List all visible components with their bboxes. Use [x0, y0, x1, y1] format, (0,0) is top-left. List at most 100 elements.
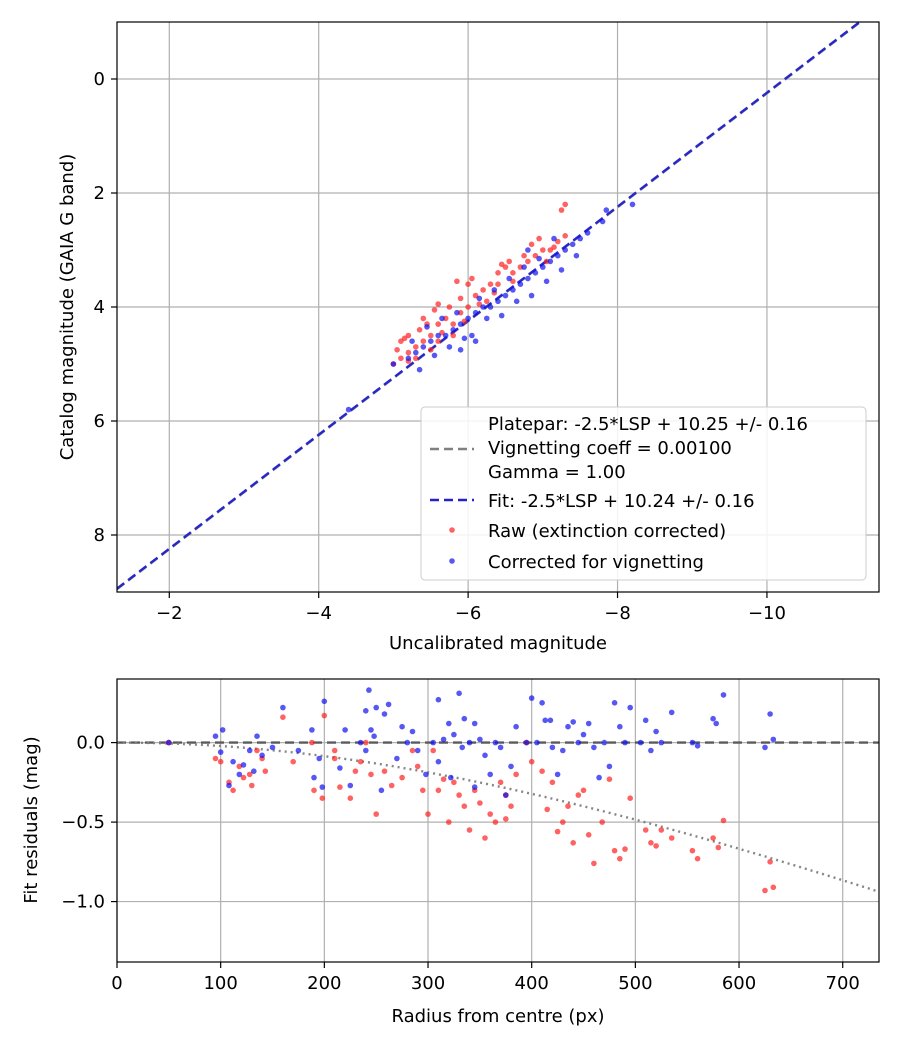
raw-point — [525, 258, 531, 265]
x-tick-label: 400 — [515, 973, 549, 994]
raw-point — [420, 338, 427, 345]
corrected-point — [767, 711, 773, 717]
raw-point — [363, 739, 369, 746]
x-tick-label: −10 — [748, 603, 786, 624]
raw-point — [431, 307, 438, 313]
corrected-point — [446, 720, 452, 727]
raw-point — [347, 795, 354, 801]
raw-point — [388, 782, 395, 789]
corrected-point — [549, 744, 556, 751]
legend-raw-marker — [449, 527, 455, 533]
raw-point — [357, 758, 364, 765]
raw-point — [446, 819, 452, 825]
top-xticks: −2 −4 −6 −8 −10 — [156, 592, 786, 624]
bottom-ylabel: Fit residuals (mag) — [21, 736, 42, 903]
corrected-point — [378, 787, 385, 794]
raw-point — [398, 355, 404, 362]
corrected-point — [528, 695, 535, 701]
corrected-point — [542, 717, 548, 724]
raw-point — [236, 763, 243, 770]
bottom-chart: 0 100 200 300 400 500 600 700 0.0 −0.5 −1.0 Radiu… — [21, 678, 880, 1027]
bottom-xlabel: Radius from centre (px) — [391, 1006, 604, 1027]
legend-box — [420, 406, 867, 581]
corrected-point — [394, 755, 400, 762]
raw-point — [482, 835, 488, 841]
raw-point — [435, 301, 442, 307]
corrected-point — [562, 247, 568, 253]
corrected-point — [451, 731, 457, 738]
corrected-point — [617, 723, 623, 730]
corrected-point — [532, 270, 539, 276]
corrected-point — [435, 332, 442, 339]
raw-point — [642, 827, 649, 833]
y-tick-label: −1.0 — [61, 892, 105, 913]
raw-point — [653, 843, 659, 849]
raw-point — [477, 800, 483, 806]
corrected-point — [461, 715, 468, 722]
corrected-point — [637, 739, 644, 746]
corrected-point — [316, 755, 323, 762]
corrected-point — [606, 763, 613, 770]
corrected-point — [502, 292, 509, 299]
corrected-point — [430, 739, 437, 746]
corrected-point — [269, 744, 276, 751]
corrected-point — [585, 720, 592, 727]
bottom-points — [166, 687, 777, 894]
corrected-point — [416, 366, 423, 373]
corrected-point — [472, 309, 479, 316]
corrected-point — [503, 792, 509, 798]
corrected-point — [513, 298, 520, 305]
raw-point — [720, 817, 727, 824]
corrected-point — [446, 344, 453, 350]
raw-point — [254, 747, 260, 754]
raw-point — [492, 819, 499, 825]
raw-point — [562, 201, 568, 208]
corrected-point — [506, 275, 512, 282]
raw-point — [668, 835, 675, 841]
legend-corrected-marker — [449, 558, 455, 564]
raw-point — [480, 287, 486, 293]
corrected-point — [558, 267, 565, 273]
raw-point — [770, 884, 777, 891]
corrected-point — [321, 698, 328, 705]
top-points — [345, 201, 636, 413]
x-tick-label: 700 — [826, 973, 860, 994]
corrected-point — [528, 292, 535, 299]
raw-point — [570, 840, 576, 846]
corrected-point — [295, 747, 302, 754]
corrected-point — [521, 264, 527, 270]
corrected-point — [405, 355, 412, 362]
corrected-point — [212, 733, 219, 739]
raw-point — [331, 755, 338, 762]
corrected-point — [217, 749, 224, 755]
x-tick-label: −8 — [604, 603, 631, 624]
raw-point — [401, 335, 408, 342]
corrected-point — [166, 739, 172, 746]
corrected-point — [342, 727, 348, 733]
corrected-point — [523, 739, 530, 746]
corrected-point — [404, 739, 411, 746]
corrected-point — [337, 765, 343, 771]
raw-point — [435, 787, 442, 794]
corrected-point — [543, 278, 550, 285]
raw-point — [710, 835, 716, 841]
x-tick-label: 100 — [203, 973, 237, 994]
raw-point — [510, 270, 516, 276]
raw-point — [466, 827, 473, 833]
corrected-point — [477, 736, 483, 743]
corrected-point — [309, 727, 315, 733]
raw-point — [425, 811, 431, 817]
corrected-point — [555, 252, 561, 259]
corrected-point — [431, 352, 438, 359]
raw-point — [580, 787, 587, 794]
corrected-point — [373, 704, 380, 711]
corrected-point — [363, 747, 369, 754]
raw-point — [503, 816, 509, 822]
legend-raw: Raw (extinction corrected) — [488, 521, 726, 542]
corrected-point — [668, 709, 675, 716]
corrected-point — [487, 304, 494, 310]
bottom-xticks: 0 100 200 300 400 500 600 700 — [111, 962, 860, 994]
corrected-point — [399, 723, 405, 730]
y-tick-label: −0.5 — [61, 812, 105, 833]
